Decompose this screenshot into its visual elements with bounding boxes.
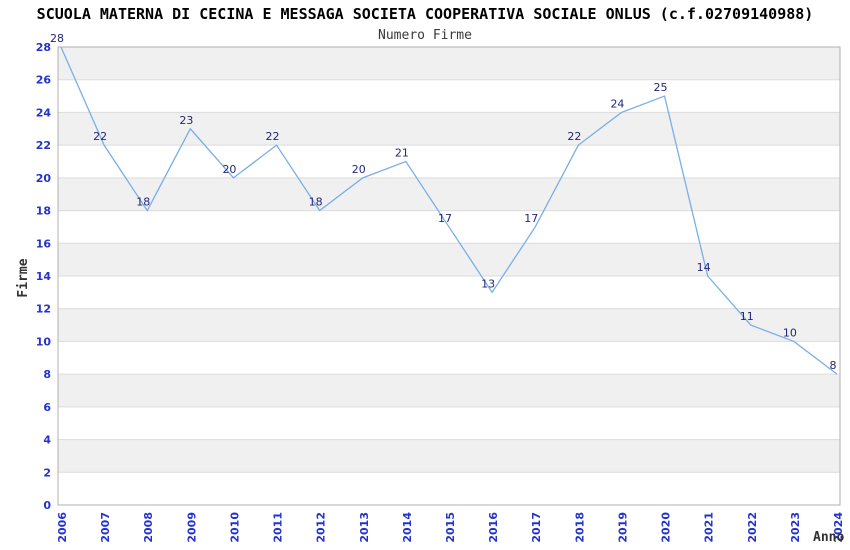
grid-band — [58, 439, 840, 473]
x-tick-label: 2018 — [573, 512, 586, 543]
chart-title: SCUOLA MATERNA DI CECINA E MESSAGA SOCIE… — [36, 5, 814, 23]
x-axis-tick-labels: 2006 2007 2008 2009 2010 2011 2012 2013 2014 2015… — [56, 512, 845, 543]
gridlines — [58, 79, 840, 473]
grid-band — [58, 374, 840, 407]
x-tick-label: 2016 — [487, 512, 500, 543]
grid-band — [58, 177, 840, 211]
grid-band — [58, 308, 840, 342]
signatures-line — [60, 46, 838, 375]
y-tick-label: 16 — [36, 237, 52, 250]
y-tick-label: 4 — [43, 434, 51, 447]
x-tick-label: 2008 — [142, 512, 155, 543]
x-tick-label: 2017 — [530, 512, 543, 543]
data-point-label: 20 — [352, 163, 366, 176]
data-point-label: 22 — [567, 130, 581, 143]
data-point-label: 17 — [524, 212, 538, 225]
x-tick-label: 2006 — [56, 512, 69, 543]
x-tick-label: 2009 — [185, 512, 198, 543]
data-point-label: 22 — [93, 130, 107, 143]
x-tick-label: 2015 — [444, 512, 457, 543]
y-tick-label: 8 — [43, 368, 51, 381]
y-tick-label: 6 — [43, 401, 51, 414]
x-tick-label: 2012 — [315, 512, 328, 543]
x-tick-label: 2021 — [703, 512, 716, 543]
x-tick-label: 2011 — [272, 512, 285, 543]
data-point-labels: 28 22 18 23 20 22 18 20 21 17 13 17 22 24 25 14 11 10 8 — [50, 32, 837, 372]
x-tick-label: 2010 — [228, 512, 241, 543]
x-tick-label: 2020 — [660, 512, 673, 543]
grid-band — [58, 47, 840, 80]
x-tick-label: 2013 — [358, 512, 371, 543]
data-point-label: 11 — [740, 310, 754, 323]
grid-band — [58, 243, 840, 276]
grid-bands — [58, 47, 840, 473]
data-point-label: 21 — [395, 147, 409, 160]
plot-area — [57, 46, 841, 506]
data-point-label: 8 — [830, 359, 837, 372]
data-point-label: 24 — [610, 97, 624, 110]
data-point-label: 13 — [481, 277, 495, 290]
y-tick-label: 0 — [43, 499, 51, 512]
data-point-label: 20 — [222, 163, 236, 176]
data-point-label: 28 — [50, 32, 64, 45]
y-axis-title: Firme — [16, 258, 31, 297]
data-point-label: 14 — [697, 261, 711, 274]
data-point-label: 10 — [783, 326, 797, 339]
x-tick-label: 2019 — [616, 512, 629, 543]
chart-subtitle: Numero Firme — [378, 28, 472, 43]
y-tick-label: 18 — [36, 205, 51, 218]
y-tick-label: 22 — [36, 139, 51, 152]
data-point-label: 18 — [309, 196, 323, 209]
y-tick-label: 28 — [36, 41, 51, 54]
data-point-label: 25 — [654, 81, 668, 94]
data-point-label: 23 — [179, 114, 193, 127]
x-tick-label: 2014 — [401, 512, 414, 543]
y-tick-label: 20 — [36, 172, 52, 185]
x-tick-label: 2007 — [99, 512, 112, 543]
grid-band — [58, 112, 840, 146]
x-tick-label: 2023 — [789, 512, 802, 543]
y-tick-label: 26 — [36, 74, 52, 87]
y-tick-label: 14 — [36, 270, 52, 283]
y-tick-label: 12 — [36, 303, 51, 316]
data-point-label: 17 — [438, 212, 452, 225]
data-point-label: 22 — [266, 130, 280, 143]
y-tick-label: 10 — [36, 335, 52, 348]
x-axis-title: Anno — [813, 530, 844, 545]
data-point-label: 18 — [136, 196, 150, 209]
x-tick-label: 2024 — [832, 512, 845, 543]
y-tick-label: 24 — [36, 106, 52, 119]
x-tick-label: 2022 — [746, 512, 759, 543]
y-tick-label: 2 — [43, 466, 51, 479]
